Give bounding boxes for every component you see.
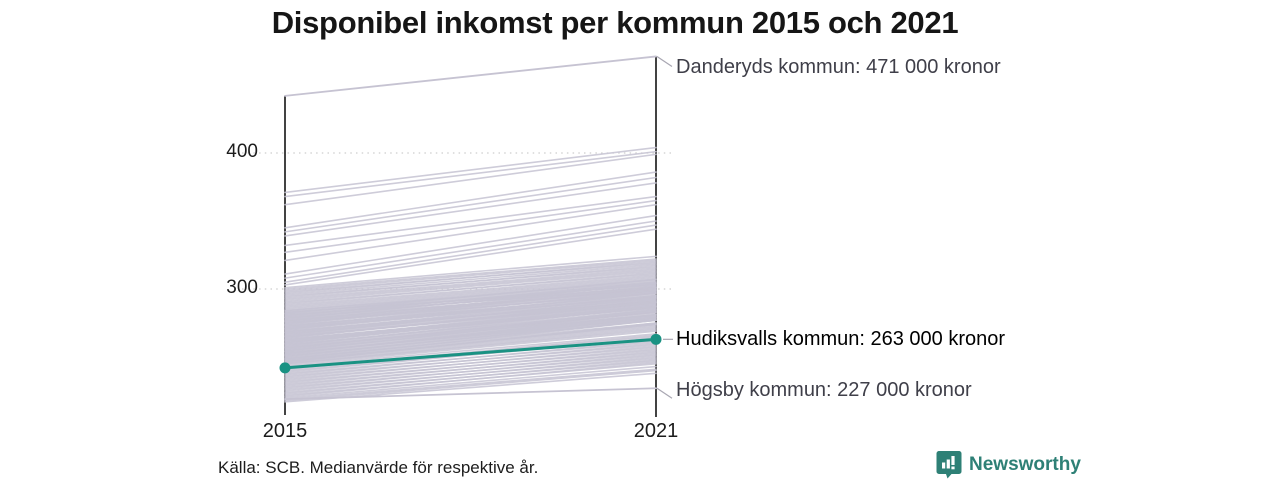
municipality-line bbox=[284, 267, 657, 300]
highlight-dot-hudiksvall-2021 bbox=[650, 333, 662, 345]
municipality-line bbox=[284, 333, 657, 368]
municipality-line bbox=[284, 224, 657, 284]
municipality-line bbox=[284, 260, 657, 294]
municipality-line bbox=[284, 214, 657, 275]
municipality-line bbox=[284, 290, 657, 326]
municipality-line bbox=[284, 203, 657, 262]
municipality-line bbox=[284, 259, 657, 292]
municipality-line bbox=[284, 345, 657, 381]
municipality-line bbox=[284, 275, 657, 308]
annotation-danderyd: Danderyds kommun: 471 000 kronor bbox=[676, 56, 1001, 78]
y-tick-400: 400 bbox=[226, 141, 258, 162]
highlight-line-hudiksvall bbox=[284, 337, 657, 370]
highlight-dot-hudiksvall-2015 bbox=[279, 362, 291, 374]
x-label-2021: 2021 bbox=[633, 420, 679, 442]
municipality-line bbox=[284, 263, 657, 296]
municipality-line bbox=[284, 312, 657, 356]
municipality-line bbox=[284, 369, 657, 402]
municipality-line bbox=[284, 353, 657, 390]
y-tick-300: 300 bbox=[226, 277, 258, 298]
municipality-line bbox=[284, 358, 657, 395]
municipality-line bbox=[284, 309, 657, 350]
municipality-line bbox=[284, 328, 657, 365]
municipality-line bbox=[284, 308, 657, 346]
annotated-lines bbox=[279, 55, 662, 401]
municipality-line bbox=[284, 330, 657, 366]
municipality-line bbox=[284, 286, 657, 318]
newsworthy-logo-icon bbox=[936, 451, 962, 479]
municipality-line bbox=[284, 365, 657, 399]
municipality-line bbox=[284, 294, 657, 331]
municipality-line bbox=[284, 305, 657, 345]
municipality-line bbox=[284, 271, 657, 305]
municipality-line bbox=[284, 274, 657, 307]
leader-lines bbox=[656, 55, 673, 399]
leader-hogsby bbox=[656, 387, 673, 399]
municipality-line bbox=[284, 277, 657, 309]
brand-lockup: Newsworthy bbox=[936, 450, 1081, 479]
municipality-line bbox=[284, 319, 657, 360]
chart-title: Disponibel inkomst per kommun 2015 och 2… bbox=[271, 5, 959, 40]
municipality-line bbox=[284, 269, 657, 301]
municipality-line bbox=[284, 150, 657, 198]
municipality-line bbox=[284, 255, 657, 289]
municipality-line bbox=[284, 176, 657, 233]
annotation-hogsby: Högsby kommun: 227 000 kronor bbox=[676, 379, 972, 401]
municipality-line bbox=[284, 342, 657, 379]
municipality-line bbox=[284, 348, 657, 384]
municipality-line bbox=[284, 323, 657, 361]
source-note: Källa: SCB. Medianvärde för respektive å… bbox=[218, 458, 539, 477]
municipality-line bbox=[284, 258, 657, 290]
annotation-hudiksvall: Hudiksvalls kommun: 263 000 kronor bbox=[676, 328, 1006, 350]
municipality-line bbox=[284, 146, 657, 194]
municipality-line bbox=[284, 350, 657, 387]
brand-name: Newsworthy bbox=[969, 453, 1081, 475]
municipality-line bbox=[284, 300, 657, 339]
municipality-line bbox=[284, 339, 657, 376]
municipality-line bbox=[284, 182, 657, 237]
municipality-line bbox=[284, 361, 657, 398]
municipality-line bbox=[284, 289, 657, 320]
municipality-line bbox=[284, 299, 657, 334]
municipality-line bbox=[284, 228, 657, 286]
municipality-line bbox=[284, 195, 657, 247]
municipality-line bbox=[284, 171, 657, 229]
municipality-line bbox=[284, 270, 657, 303]
annotated-line-danderyd bbox=[284, 55, 657, 97]
municipality-line bbox=[284, 265, 657, 298]
municipality-line bbox=[284, 282, 657, 313]
municipality-line bbox=[284, 368, 657, 400]
municipality-line bbox=[284, 326, 657, 364]
leader-danderyd bbox=[656, 55, 673, 67]
x-label-2015: 2015 bbox=[262, 420, 308, 442]
municipality-line bbox=[284, 153, 657, 206]
municipality-line bbox=[284, 318, 657, 358]
municipality-line bbox=[284, 284, 657, 315]
municipality-line bbox=[284, 220, 657, 279]
municipality-line bbox=[284, 199, 657, 254]
municipality-line bbox=[284, 356, 657, 392]
annotated-line-hogsby bbox=[284, 387, 657, 401]
